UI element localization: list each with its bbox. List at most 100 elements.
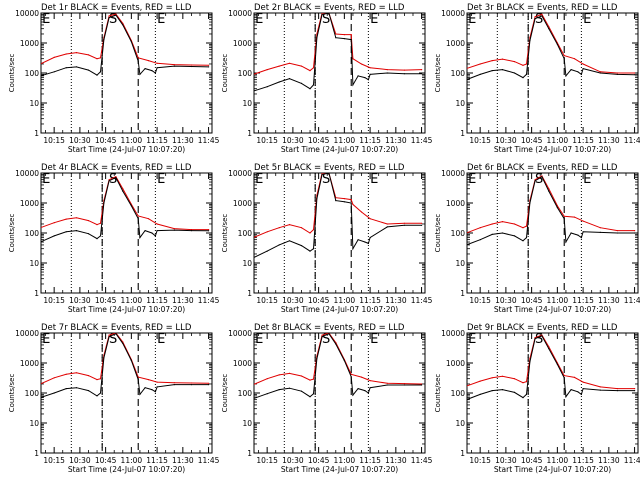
x-tick-label: 10:30 (495, 456, 517, 465)
events-series-point (139, 393, 141, 395)
lld-series-point (479, 227, 481, 229)
events-series-point (208, 66, 210, 68)
events-series-point (137, 218, 139, 220)
x-tick-label: 11:00 (334, 456, 356, 465)
lld-series-point (156, 381, 158, 383)
events-series-point (563, 377, 565, 379)
events-series-point (522, 240, 524, 242)
events-series-point (96, 74, 98, 76)
y-tick-label: 1 (247, 129, 252, 138)
interval-marker: S (535, 172, 543, 187)
lld-series-point (501, 375, 504, 377)
x-tick-label: 11:30 (172, 456, 194, 465)
y-tick-label: 100 (25, 69, 40, 78)
interval-marker: E (468, 332, 476, 347)
events-series-point (534, 18, 536, 20)
events-series-point (130, 360, 132, 362)
lld-series-point (513, 223, 516, 225)
lld-series-point (87, 54, 90, 56)
events-series-point (580, 237, 583, 239)
y-tick-label: 10000 (441, 9, 465, 18)
events-series-point (173, 65, 175, 67)
lld-series-point (491, 377, 493, 379)
y-axis-label: Counts/sec (221, 214, 229, 253)
y-tick-label: 10 (242, 99, 252, 108)
events-series-point (312, 248, 315, 250)
y-axis-label: Counts/sec (8, 374, 16, 413)
events-series-point (367, 392, 369, 394)
events-series-point (99, 392, 102, 394)
events-series-point (122, 190, 124, 192)
events-series-point (577, 234, 579, 236)
lld-series-point (582, 63, 584, 65)
plot-frame (40, 172, 213, 294)
lld-series-point (525, 225, 528, 227)
lld-series-point (513, 378, 516, 380)
events-series-point (522, 397, 524, 399)
x-tick-label: 10:30 (495, 296, 517, 305)
lld-series-line (41, 13, 209, 66)
events-series-point (501, 232, 504, 234)
lld-series-point (403, 69, 405, 71)
interval-marker: S (109, 172, 117, 187)
events-series-point (421, 384, 423, 386)
events-series-point (513, 235, 516, 237)
x-tick-label: 11:15 (572, 136, 594, 145)
events-series-point (312, 393, 315, 395)
events-series-point (137, 379, 139, 381)
events-series-point (103, 357, 105, 359)
lld-series-point (321, 13, 323, 14)
events-series-point (108, 336, 110, 338)
events-series-point (529, 361, 531, 363)
panel-title: Det 1r BLACK = Events, RED = LLD (41, 3, 192, 13)
lld-series-point (548, 346, 550, 348)
events-series-point (599, 231, 601, 233)
y-tick-label: 1 (247, 289, 252, 298)
events-series-point (534, 338, 536, 340)
x-tick-label: 10:30 (282, 456, 304, 465)
y-tick-label: 10 (455, 259, 465, 268)
lld-series-point (421, 222, 423, 224)
events-series-point (266, 393, 268, 395)
y-tick-label: 10000 (15, 169, 39, 178)
lld-series-point (360, 63, 363, 65)
panel-title: Det 9r BLACK = Events, RED = LLD (467, 323, 618, 333)
events-series-point (103, 202, 105, 204)
events-series-point (570, 389, 572, 391)
events-series-point (53, 392, 55, 394)
events-series-point (479, 239, 481, 241)
events-series-point (139, 73, 141, 75)
events-series-point (529, 202, 531, 204)
events-series-point (278, 389, 280, 391)
x-tick-label: 11:00 (547, 296, 569, 305)
interval-marker: E (583, 172, 591, 187)
lld-series-point (147, 60, 150, 62)
y-tick-label: 1000 (446, 39, 465, 48)
events-series-point (300, 82, 303, 84)
y-axis-label: Counts/sec (8, 214, 16, 253)
lld-series-point (156, 62, 158, 64)
events-series-point (565, 396, 567, 398)
lld-series-point (99, 57, 102, 59)
lld-series-point (534, 179, 536, 181)
panel-det-8: Det 8r BLACK = Events, RED = LLD 1 10 100 10… (221, 323, 433, 474)
x-axis-label: Start Time (24-Jul-07 10:07:20) (281, 145, 398, 154)
lld-series-point (573, 376, 576, 378)
lld-series-point (634, 388, 636, 390)
events-series-point (154, 235, 156, 237)
events-series-point (357, 75, 359, 77)
events-series-point (316, 198, 318, 200)
events-series-point (137, 60, 139, 62)
events-series-point (108, 180, 110, 182)
events-series-point (144, 230, 146, 232)
y-tick-label: 100 (238, 69, 253, 78)
events-series-point (563, 218, 565, 220)
events-series-point (151, 389, 153, 391)
y-tick-label: 10 (29, 419, 39, 428)
x-tick-label: 10:15 (43, 296, 65, 305)
lld-series-point (53, 222, 55, 224)
lld-series-line (254, 13, 422, 75)
events-series-point (367, 79, 369, 81)
interval-marker: S (535, 12, 543, 27)
x-tick-label: 11:45 (411, 136, 433, 145)
